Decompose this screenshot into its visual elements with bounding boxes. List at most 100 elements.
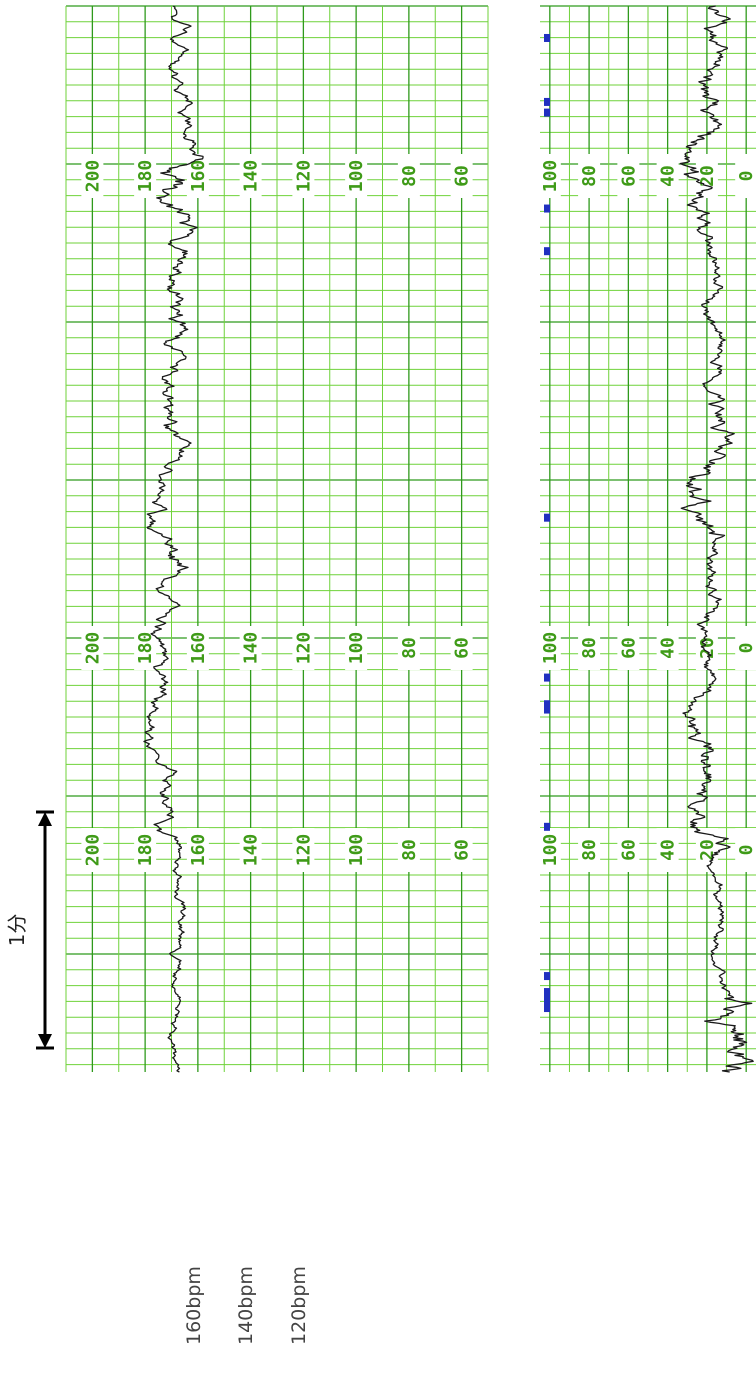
fhr-tick-label: 120	[293, 632, 314, 665]
fhr-tick-label: 180	[135, 160, 156, 193]
fhr-tick-label-bg	[134, 828, 157, 872]
fhr-tick-label: 60	[452, 839, 473, 861]
ref-label-140: 140bpm	[235, 1266, 257, 1345]
fhr-tick-label: 140	[241, 160, 262, 193]
uc-tick-label-bg	[538, 626, 561, 670]
fhr-tick-label-bg	[450, 626, 473, 670]
fetal-movement-mark	[544, 700, 550, 709]
uc-trace	[679, 5, 754, 1073]
fhr-tick-label-bg	[186, 828, 209, 872]
fhr-tick-label: 100	[346, 834, 367, 867]
fhr-tick-label-bg	[345, 626, 368, 670]
fhr-tick-label: 160	[188, 632, 209, 665]
uc-tick-label: 60	[618, 839, 639, 861]
reference-labels: 160bpm 140bpm 120bpm	[183, 1266, 310, 1345]
ref-label-120: 120bpm	[288, 1266, 310, 1345]
fhr-tick-label: 120	[293, 160, 314, 193]
fhr-tick-label: 80	[399, 839, 420, 861]
uc-tick-label: 0	[736, 845, 756, 856]
uc-tick-label-bg	[656, 154, 679, 198]
fhr-tick-label: 120	[293, 834, 314, 867]
uc-tick-label: 20	[697, 637, 718, 659]
fhr-tick-label: 200	[82, 632, 103, 665]
time-scale: 1分	[5, 810, 54, 1050]
fhr-tick-label-bg	[239, 154, 262, 198]
fetal-movement-mark	[544, 1004, 550, 1013]
uc-tick-label: 20	[697, 165, 718, 187]
fhr-tick-label-bg	[292, 154, 315, 198]
fhr-tick-label-bg	[239, 828, 262, 872]
fetal-movement-mark	[544, 972, 550, 981]
fetal-movement-mark	[544, 705, 550, 714]
fhr-tick-label: 200	[82, 834, 103, 867]
fhr-tick-label-bg	[345, 154, 368, 198]
fetal-movement-mark	[544, 673, 550, 682]
fhr-tick-label: 160	[188, 834, 209, 867]
uc-tick-label-bg	[735, 154, 756, 198]
time-scale-label: 1分	[5, 914, 29, 947]
fhr-tick-label-bg	[186, 154, 209, 198]
fhr-tick-label-bg	[397, 154, 420, 198]
uc-tick-label-bg	[656, 626, 679, 670]
uc-tick-label: 20	[697, 839, 718, 861]
uc-tick-label-bg	[578, 828, 601, 872]
fetal-movement-mark	[544, 993, 550, 1002]
time-scale-arrowhead-down	[38, 1034, 52, 1048]
uc-tick-label: 100	[540, 160, 561, 193]
fetal-movement-mark	[544, 33, 550, 42]
uc-tick-label: 40	[658, 637, 679, 659]
uc-tick-label-bg	[656, 828, 679, 872]
uc-tick-label: 80	[579, 637, 600, 659]
fhr-tick-label: 140	[241, 834, 262, 867]
fetal-movement-mark	[544, 822, 550, 831]
uc-tick-label: 0	[736, 643, 756, 654]
fhr-tick-label: 60	[452, 637, 473, 659]
uc-tick-label: 40	[658, 839, 679, 861]
fhr-tick-label-bg	[292, 626, 315, 670]
fhr-tick-label: 180	[135, 834, 156, 867]
fhr-trace	[143, 5, 204, 1073]
fetal-movement-mark	[544, 247, 550, 256]
fhr-tick-label-bg	[81, 154, 104, 198]
fetal-movement-mark	[544, 97, 550, 106]
fetal-movement-mark	[544, 998, 550, 1007]
uc-tick-label-bg	[735, 828, 756, 872]
ref-label-160: 160bpm	[183, 1266, 205, 1345]
uc-tick-label-bg	[578, 154, 601, 198]
fhr-panel: 200 180 160 140 120 100 80 60 200 180 160 140 120 100…	[65, 5, 489, 1073]
uc-tick-label-bg	[538, 828, 561, 872]
fhr-tick-label: 80	[399, 637, 420, 659]
uc-tick-label: 80	[579, 839, 600, 861]
uc-tick-label: 40	[658, 165, 679, 187]
fhr-tick-label-bg	[397, 626, 420, 670]
fhr-tick-label-bg	[397, 828, 420, 872]
uc-tick-label-bg	[617, 154, 640, 198]
uc-tick-label-bg	[695, 626, 718, 670]
fhr-tick-label-bg	[450, 154, 473, 198]
fhr-tick-label-bg	[186, 626, 209, 670]
fhr-tick-label: 200	[82, 160, 103, 193]
fhr-tick-label: 180	[135, 632, 156, 665]
fhr-tick-label-bg	[81, 626, 104, 670]
uc-tick-label: 80	[579, 165, 600, 187]
uc-tick-label: 60	[618, 637, 639, 659]
uc-tick-label-bg	[578, 626, 601, 670]
fetal-movement-mark	[544, 204, 550, 213]
fhr-tick-label-bg	[134, 626, 157, 670]
fhr-tick-label-bg	[134, 154, 157, 198]
uc-tick-label-bg	[617, 828, 640, 872]
fhr-tick-label: 60	[452, 165, 473, 187]
fhr-tick-label: 80	[399, 165, 420, 187]
fhr-tick-label-bg	[345, 828, 368, 872]
fhr-tick-label-bg	[81, 828, 104, 872]
fhr-tick-label: 100	[346, 160, 367, 193]
uc-tick-label-bg	[695, 828, 718, 872]
uc-panel: 100 80 60 40 20 0 100 80 60 40 20 0 100 80 60 40 20 0	[538, 5, 756, 1073]
uc-tick-label: 100	[540, 834, 561, 867]
fetal-movement-mark	[544, 513, 550, 522]
uc-tick-label-bg	[617, 626, 640, 670]
uc-tick-label-bg	[538, 154, 561, 198]
uc-tick-label: 0	[736, 171, 756, 182]
fetal-movement-mark	[544, 988, 550, 997]
